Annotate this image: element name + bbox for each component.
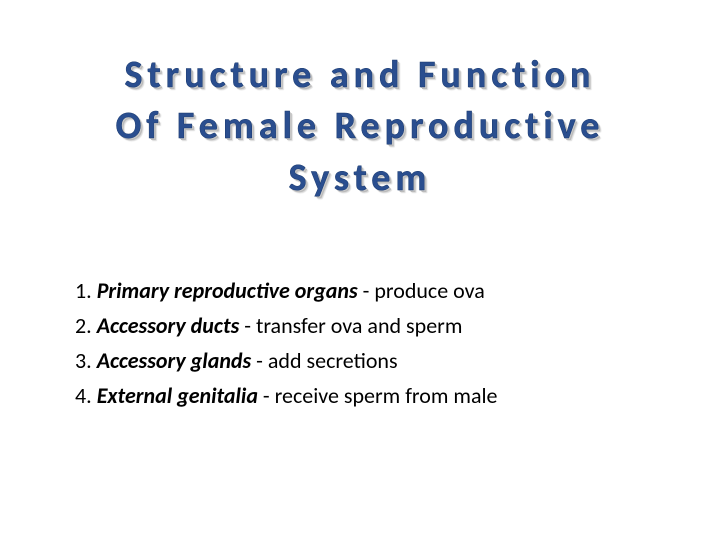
item-desc: - add secretions [251,347,397,374]
list-item: 2. Accessory ducts - transfer ova and sp… [75,309,670,342]
slide-title: Structure and Function Of Female Reprodu… [50,50,670,204]
item-desc: - transfer ova and sperm [239,312,462,339]
item-term: Accessory ducts [97,312,240,339]
item-number: 3. [75,347,92,374]
title-line-1: Structure and Function [125,52,596,98]
item-desc: - produce ova [358,277,485,304]
item-term: Accessory glands [97,347,252,374]
item-number: 2. [75,312,92,339]
item-number: 4. [75,382,92,409]
list-item: 1. Primary reproductive organs - produce… [75,274,670,307]
item-number: 1. [75,277,92,304]
content-list: 1. Primary reproductive organs - produce… [50,274,670,412]
list-item: 4. External genitalia - receive sperm fr… [75,379,670,412]
item-term: External genitalia [97,382,258,409]
item-term: Primary reproductive organs [97,277,358,304]
item-desc: - receive sperm from male [258,382,498,409]
title-line-2: Of Female Reproductive [116,103,605,149]
title-line-3: System [289,155,432,201]
list-item: 3. Accessory glands - add secretions [75,344,670,377]
